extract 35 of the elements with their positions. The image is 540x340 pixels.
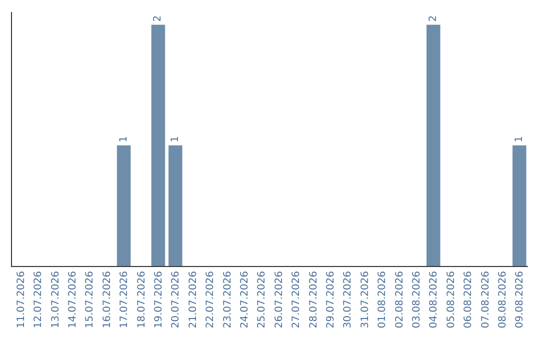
- x-tick-label: 11.07.2026: [16, 271, 27, 328]
- x-tick-label: 20.07.2026: [170, 271, 182, 328]
- x-tick-label: 04.08.2026: [428, 271, 440, 328]
- x-tick-label: 05.08.2026: [446, 271, 457, 328]
- x-tick-label: 27.07.2026: [291, 271, 302, 328]
- x-tick-label: 29.07.2026: [325, 271, 336, 328]
- x-tick-label: 24.07.2026: [239, 271, 250, 328]
- data-label: 2: [428, 15, 439, 22]
- x-tick-label: 18.07.2026: [136, 271, 148, 328]
- data-label: 1: [514, 136, 525, 142]
- x-tick-label: 01.08.2026: [377, 271, 388, 328]
- x-tick-label: 23.07.2026: [222, 271, 234, 328]
- x-tick-label: 08.08.2026: [497, 271, 508, 328]
- data-label: 2: [152, 15, 164, 22]
- data-label: 1: [170, 136, 181, 142]
- x-tick-label: 19.07.2026: [153, 271, 164, 328]
- x-tick-label: 14.07.2026: [67, 271, 78, 328]
- x-tick-label: 31.07.2026: [360, 271, 371, 328]
- x-tick-label: 30.07.2026: [342, 271, 354, 328]
- x-tick-label: 26.07.2026: [274, 271, 285, 328]
- x-tick-label: 25.07.2026: [256, 271, 268, 328]
- data-label: 1: [118, 136, 130, 142]
- x-tick-label: 21.07.2026: [188, 271, 199, 328]
- x-tick-label: 02.08.2026: [394, 271, 406, 328]
- x-tick-label: 09.08.2026: [514, 271, 526, 328]
- x-tick-label: 06.08.2026: [463, 271, 474, 328]
- x-tick-label: 17.07.2026: [119, 271, 130, 328]
- x-tick-label: 07.08.2026: [480, 271, 492, 328]
- x-tick-label: 13.07.2026: [50, 271, 62, 328]
- x-tick-label: 12.07.2026: [33, 271, 44, 328]
- x-tick-label: 03.08.2026: [411, 271, 422, 328]
- x-tick-label: 15.07.2026: [84, 271, 96, 328]
- x-tick-label: 16.07.2026: [102, 271, 113, 328]
- x-tick-label: 22.07.2026: [205, 271, 216, 328]
- x-tick-label: 28.07.2026: [308, 271, 320, 328]
